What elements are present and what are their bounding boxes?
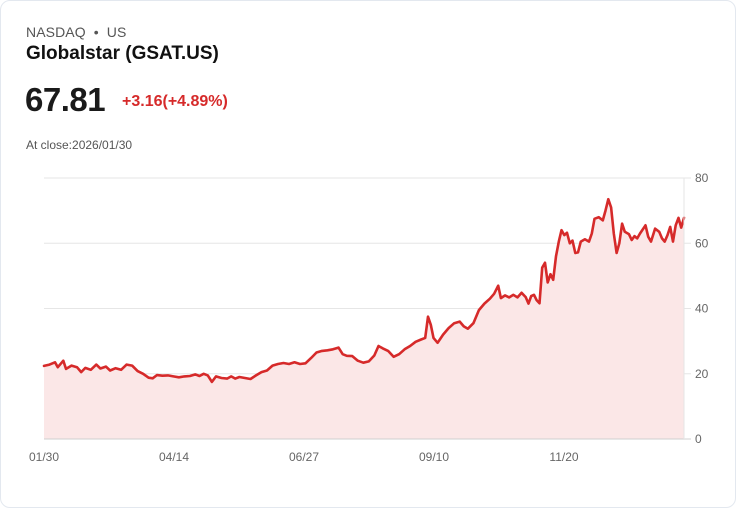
x-tick-label: 09/10 [419,450,449,464]
x-tick-label: 11/20 [549,450,578,464]
y-tick-label: 80 [695,171,709,185]
y-tick-label: 40 [695,302,709,316]
x-tick-label: 04/14 [159,450,189,464]
y-tick-label: 20 [695,367,709,381]
exchange-line: NASDAQ • US [26,24,126,40]
exchange-name: NASDAQ [26,24,86,40]
price-chart[interactable]: 0 20 40 60 80 01/30 04/14 06/27 09/10 11/20 [1,161,736,471]
stock-title: Globalstar (GSAT.US) [26,43,219,64]
region: US [106,24,127,40]
separator-dot: • [93,24,99,40]
y-tick-label: 0 [695,432,702,446]
close-timestamp: At close:2026/01/30 [26,138,133,152]
x-tick-label: 01/30 [29,450,59,464]
price-area-fill [44,199,684,439]
price-line [42,197,686,384]
price-change: +3.16(+4.89%) [122,93,228,110]
x-axis-labels: 01/30 04/14 06/27 09/10 11/20 [29,450,579,464]
y-axis-labels: 0 20 40 60 80 [695,171,709,446]
x-tick-label: 06/27 [289,450,319,464]
current-price: 67.81 [25,81,106,118]
y-tick-label: 60 [695,236,709,250]
